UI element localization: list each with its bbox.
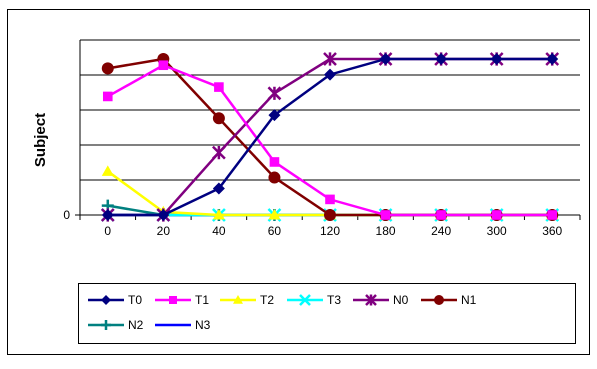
- data-point-marker: [212, 112, 225, 125]
- legend-item-t3: T3: [287, 293, 341, 307]
- legend-swatch-marker: [365, 294, 377, 306]
- plot-area: [80, 40, 580, 215]
- y-tick-label: 0: [63, 208, 70, 222]
- legend-item-t2: T2: [220, 293, 274, 307]
- data-point-marker: [212, 182, 225, 195]
- x-tick-label: 120: [320, 224, 340, 238]
- legend-label: N1: [461, 293, 477, 307]
- x-tick-label: 300: [487, 224, 507, 238]
- data-point-marker: [436, 210, 446, 220]
- legend-swatch-marker: [101, 295, 111, 305]
- legend-label: T3: [327, 293, 341, 307]
- data-point-marker: [547, 210, 558, 220]
- x-tick-labels: 0 20 40 60 120 180 240 300 360: [104, 224, 562, 238]
- legend-swatch-marker: [434, 295, 444, 305]
- data-point-marker: [546, 53, 559, 65]
- series-t0: [101, 53, 559, 221]
- x-tick-label: 60: [268, 224, 282, 238]
- x-tick-label: 20: [157, 224, 171, 238]
- data-point-marker: [268, 209, 281, 220]
- legend-label: N0: [393, 293, 409, 307]
- legend-label: T1: [195, 293, 209, 307]
- data-point-marker: [324, 209, 336, 221]
- legend-item-n0: N0: [353, 293, 409, 307]
- data-point-marker: [380, 210, 391, 220]
- legend-label: N3: [195, 318, 211, 332]
- data-point-marker: [324, 68, 336, 81]
- legend-label: T0: [128, 293, 142, 307]
- plot-background: [80, 40, 580, 215]
- data-point-marker: [269, 157, 280, 167]
- legend: T0 T1 T2 T3 N0 N1 N2 N3: [78, 283, 576, 344]
- data-point-marker: [267, 86, 282, 101]
- data-point-marker: [268, 171, 281, 184]
- x-tick-label: 180: [376, 224, 396, 238]
- data-point-marker: [323, 52, 337, 66]
- data-point-marker: [435, 53, 448, 65]
- series-t1: [102, 60, 558, 220]
- data-point-marker: [490, 53, 503, 65]
- legend-box: [78, 283, 576, 344]
- data-point-marker: [214, 82, 224, 92]
- data-point-marker: [101, 165, 114, 176]
- legend-label: T2: [260, 293, 274, 307]
- data-point-marker: [157, 209, 170, 221]
- legend-label: N2: [128, 318, 144, 332]
- series-layer: [100, 52, 560, 222]
- legend-swatch-marker: [299, 294, 311, 306]
- legend-item-n2: N2: [88, 318, 144, 332]
- legend-swatch-marker: [169, 296, 177, 304]
- data-point-marker: [379, 53, 392, 65]
- legend-swatch-marker: [233, 295, 243, 304]
- gridlines: [80, 39, 580, 181]
- legend-item-t0: T0: [88, 293, 142, 307]
- y-axis-label: Subject: [32, 113, 49, 167]
- data-point-marker: [101, 62, 114, 75]
- data-point-marker: [212, 145, 226, 160]
- data-point-marker: [212, 209, 225, 220]
- legend-item-t1: T1: [155, 293, 209, 307]
- data-point-marker: [325, 194, 335, 205]
- data-point-marker: [268, 109, 281, 122]
- data-point-marker: [101, 209, 114, 221]
- x-tick-label: 40: [212, 224, 226, 238]
- legend-swatch-marker: [101, 320, 111, 330]
- data-point-marker: [102, 91, 113, 102]
- legend-item-n1: N1: [421, 293, 477, 307]
- x-tick-label: 360: [542, 224, 562, 238]
- legend-item-n3: N3: [155, 318, 211, 332]
- x-tick-label: 240: [431, 224, 451, 238]
- data-point-marker: [158, 60, 169, 71]
- y-tick-labels: 0: [63, 208, 70, 222]
- x-tick-label: 0: [104, 224, 111, 238]
- data-point-marker: [491, 210, 502, 220]
